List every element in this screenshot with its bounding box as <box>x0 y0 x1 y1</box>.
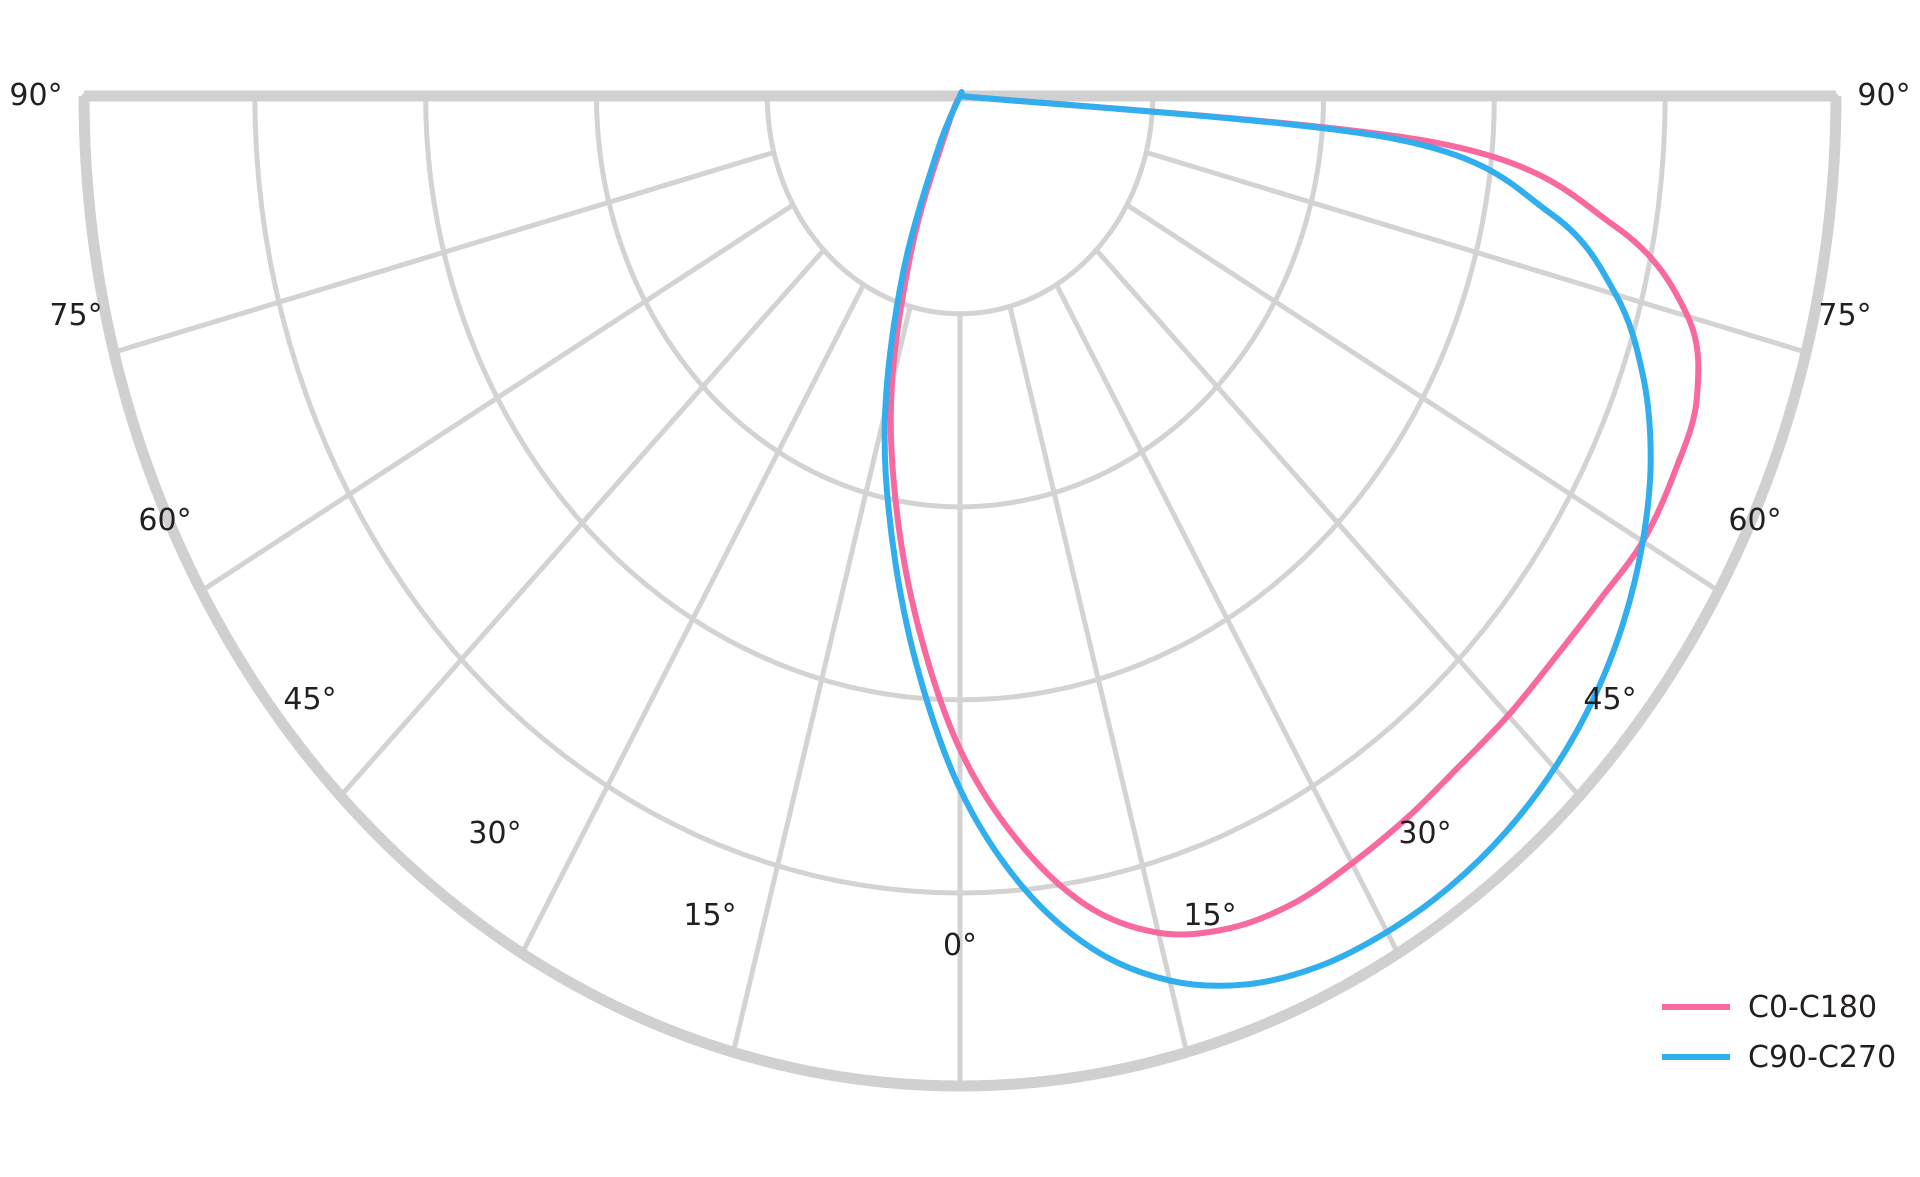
angle-tick-11: 75° <box>1818 298 1871 333</box>
grid-spoke-75 <box>1143 149 1809 355</box>
angle-tick-6: 0° <box>943 928 977 963</box>
grid-spoke--45 <box>338 247 827 799</box>
angle-tick-8: 30° <box>1398 816 1451 851</box>
grid-spoke-60 <box>1124 202 1722 594</box>
chart-legend: C0-C180 C90-C270 <box>1662 990 1896 1075</box>
grid-spoke--60 <box>198 202 796 594</box>
grid-arc-0 <box>764 93 1156 317</box>
angle-tick-1: 75° <box>49 298 102 333</box>
angle-tick-10: 60° <box>1728 503 1781 538</box>
grid-spoke--15 <box>730 303 913 1055</box>
polar-series-curves <box>881 89 1702 989</box>
angle-tick-0: 90° <box>9 78 62 113</box>
grid-spoke--75 <box>111 149 777 355</box>
angle-tick-4: 30° <box>468 816 521 851</box>
grid-spoke-45 <box>1093 247 1582 799</box>
grid-spoke-15 <box>1007 303 1190 1055</box>
legend-label-1: C90-C270 <box>1748 1040 1896 1075</box>
series-curve-c0-c180 <box>887 91 1702 938</box>
angle-tick-labels: 90° 75° 60° 45° 30° 15° 0° 15° 30° 45° 60° 75° 90° <box>9 78 1910 963</box>
angle-tick-3: 45° <box>283 682 336 717</box>
series-curve-c90-c270 <box>881 89 1654 989</box>
grid-spoke-30 <box>1053 282 1401 956</box>
legend-label-0: C0-C180 <box>1748 990 1877 1025</box>
outer-ring-arc <box>78 95 1842 1092</box>
angle-tick-12: 90° <box>1857 78 1910 113</box>
grid-spoke--30 <box>519 282 867 956</box>
angle-tick-9: 45° <box>1583 682 1636 717</box>
angle-tick-2: 60° <box>138 503 191 538</box>
angle-tick-7: 15° <box>1183 898 1236 933</box>
angle-tick-5: 15° <box>683 898 736 933</box>
